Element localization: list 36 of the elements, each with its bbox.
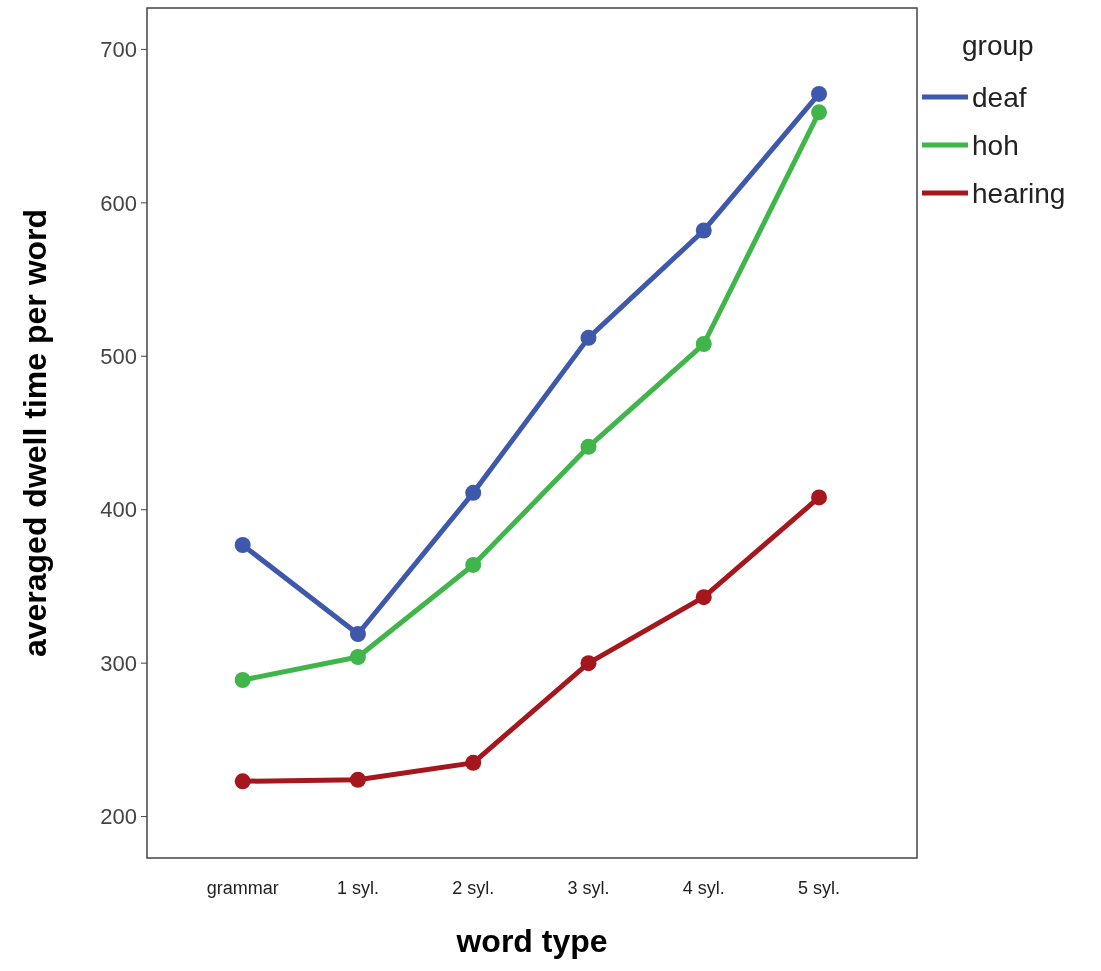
point: [349, 625, 366, 642]
x-tick-label: 1 syl.: [336, 878, 379, 898]
y-tick-label: 500: [100, 343, 137, 369]
legend-label: hearing: [972, 177, 1066, 209]
y-tick-label: 400: [100, 497, 137, 523]
legend-label: hoh: [972, 129, 1019, 161]
x-tick-label: 2 syl.: [452, 878, 495, 898]
point: [580, 438, 597, 455]
point: [811, 489, 828, 506]
legend-label: deaf: [972, 81, 1027, 113]
x-tick-label: 3 syl.: [567, 878, 610, 898]
point: [465, 754, 482, 771]
point: [465, 484, 482, 501]
point: [811, 104, 828, 121]
point: [234, 537, 251, 553]
y-axis-title: averaged dwell time per word: [17, 208, 53, 658]
y-tick-label: 700: [100, 37, 137, 63]
x-tick-label: 5 syl.: [798, 878, 841, 898]
point: [811, 85, 828, 102]
point: [349, 771, 366, 788]
point: [580, 329, 597, 346]
y-tick-label: 600: [100, 190, 137, 216]
legend-title: group: [962, 30, 1034, 61]
point: [580, 655, 597, 672]
x-tick-label: grammar: [206, 878, 279, 898]
point: [465, 556, 482, 573]
y-tick-label: 200: [100, 804, 137, 830]
y-tick-label: 300: [100, 650, 137, 676]
point: [349, 649, 366, 666]
x-tick-label: 4 syl.: [682, 878, 725, 898]
point: [234, 672, 251, 689]
point: [695, 589, 712, 606]
x-axis-title: word type: [455, 923, 608, 959]
point: [695, 336, 712, 353]
point: [695, 222, 712, 239]
point: [234, 773, 251, 790]
